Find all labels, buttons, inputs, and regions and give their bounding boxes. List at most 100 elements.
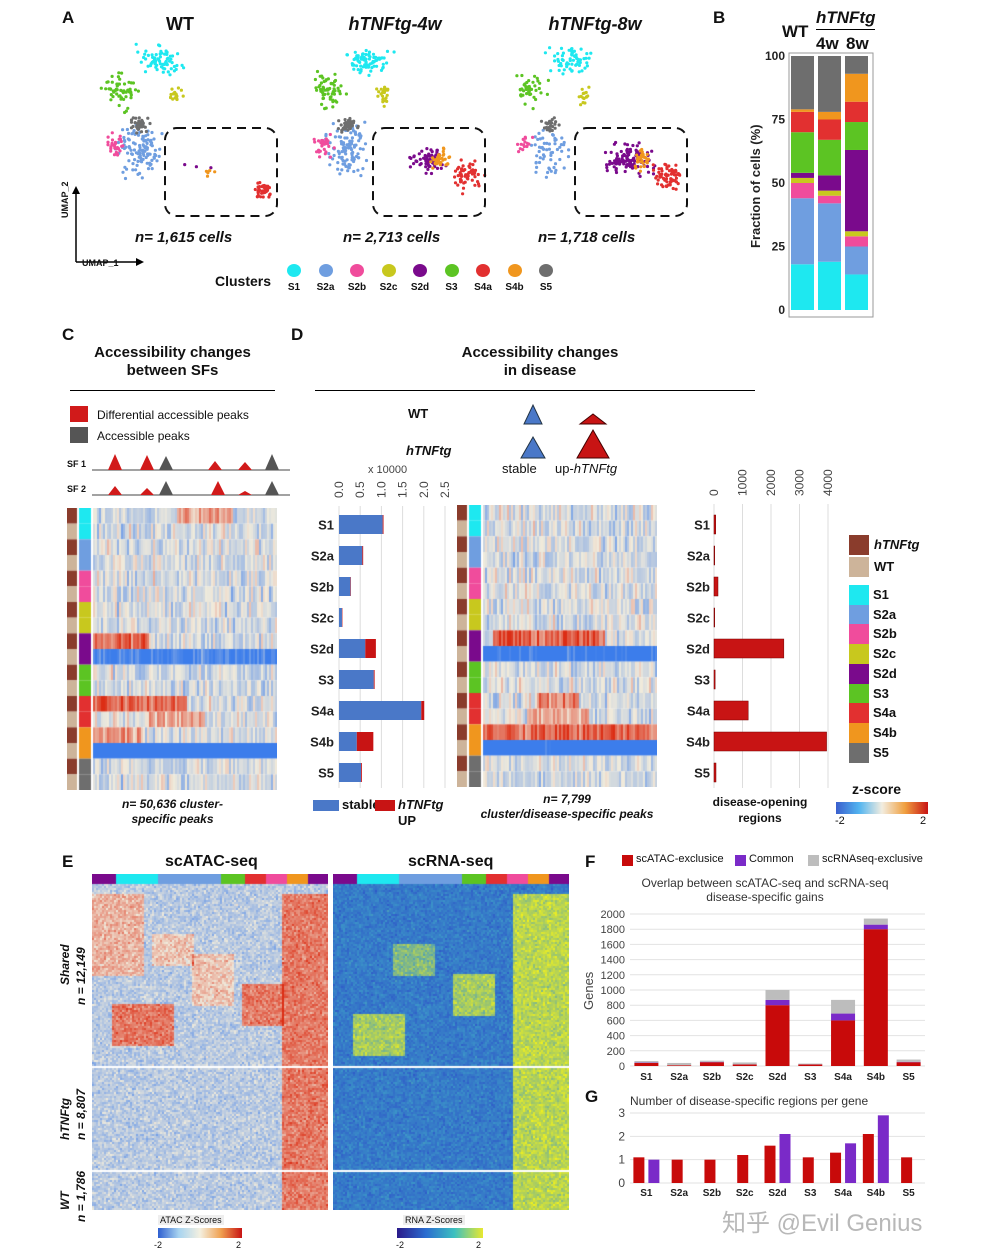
umap-point <box>121 170 125 174</box>
umap-point <box>133 158 137 162</box>
umap-point <box>141 157 145 161</box>
chart-d-bars-label-S3: S3 <box>318 673 334 688</box>
umap-point <box>123 165 127 169</box>
umap-point <box>466 177 470 181</box>
umap-point <box>145 161 149 165</box>
umap-point <box>324 78 328 82</box>
umap-point <box>336 86 340 90</box>
umap-point <box>426 167 430 171</box>
umap-point <box>122 97 126 101</box>
legend-stable-label: stable <box>502 461 537 476</box>
panel-d-rule <box>315 390 755 391</box>
umap-point <box>255 195 259 199</box>
umap-plot-1 <box>99 42 278 217</box>
heatmap-c-caption-2: specific peaks <box>131 812 214 826</box>
umap-point <box>674 187 678 191</box>
umap-title-8w: hTNFtg-8w <box>548 14 642 34</box>
umap-point <box>322 79 326 84</box>
key-wt-label: WT <box>874 559 895 574</box>
umap-point <box>321 93 325 97</box>
umap-point <box>522 143 526 147</box>
umap-point <box>437 153 441 157</box>
umap-point <box>579 103 583 107</box>
legend-f-common-swatch <box>735 855 746 866</box>
umap-point <box>559 143 564 147</box>
umap-point <box>568 67 572 71</box>
umap-point <box>108 87 112 91</box>
legend-wt-label: WT <box>408 406 429 421</box>
umap-point <box>106 80 110 84</box>
sf1-label: SF 1 <box>67 459 87 469</box>
umap-point <box>328 141 332 145</box>
umap-point <box>112 153 117 157</box>
umap-point <box>535 165 539 169</box>
chart-b-bar-WT-S1 <box>791 264 814 310</box>
umap-point <box>143 138 147 143</box>
umap-point <box>336 127 340 131</box>
umap-point <box>317 139 321 143</box>
umap-point <box>527 84 531 89</box>
chart-d-regions-bar-S3 <box>713 669 716 690</box>
cluster-dot-S2b <box>350 264 364 277</box>
umap-point <box>320 144 324 148</box>
chart-d-bars-label-S2b: S2b <box>310 580 334 595</box>
umap-point <box>169 96 173 100</box>
umap-point <box>425 147 429 151</box>
umap-point <box>541 136 545 140</box>
umap-point <box>459 179 463 183</box>
umap-point <box>137 155 141 159</box>
umap-plots <box>72 42 688 266</box>
umap-point <box>350 136 354 140</box>
umap-point <box>322 141 326 145</box>
umap-point <box>550 118 554 122</box>
key-swatch-S4a <box>849 703 869 724</box>
umap-point <box>456 183 460 187</box>
umap-point <box>424 165 428 169</box>
umap-point <box>164 52 168 56</box>
chart-g-xlabel-S2d: S2d <box>768 1188 786 1199</box>
regions-caption-1: disease-opening <box>712 795 808 809</box>
umap-point <box>182 66 186 70</box>
umap-point <box>129 120 134 124</box>
umap-point <box>127 159 131 163</box>
umap-point <box>561 72 565 76</box>
umap-point <box>150 158 154 162</box>
umap-point <box>161 70 165 74</box>
umap-point <box>110 138 115 142</box>
umap-point <box>537 149 541 154</box>
umap-point <box>323 88 327 92</box>
heatmap-e-atac <box>92 874 328 1210</box>
umap-point <box>384 96 388 100</box>
legend-up-text: hTNFtg <box>398 797 444 812</box>
chart-f-bar-S2b-0 <box>699 1062 724 1066</box>
panel-label-b: B <box>713 8 726 27</box>
umap-point <box>129 148 133 152</box>
chart-b-bar-4w-S5 <box>818 56 841 112</box>
umap-point <box>361 52 365 56</box>
chart-d-bars-xtick: 2.0 <box>417 481 431 498</box>
umap-point <box>170 54 175 58</box>
cluster-label-S2a: S2a <box>316 282 335 293</box>
umap-point <box>341 141 346 145</box>
umap-point <box>646 158 650 162</box>
chart-d-bars-xtick: 0.5 <box>353 481 367 498</box>
chart-g-xlabel-S2a: S2a <box>670 1188 688 1199</box>
umap-point <box>333 72 337 76</box>
umap-point <box>363 142 368 146</box>
chart-b-group-label: hTNFtg <box>816 8 876 30</box>
umap-point <box>562 68 566 72</box>
umap-point <box>520 73 524 78</box>
umap-point <box>425 154 429 158</box>
umap-point <box>148 139 152 143</box>
chart-f-bar-S4b-1 <box>863 924 888 930</box>
umap-point <box>135 163 139 167</box>
umap-point <box>146 116 150 120</box>
umap-point <box>384 87 388 91</box>
heatmap-c-caption-1: n= 50,636 cluster- <box>121 797 224 811</box>
umap-point <box>531 107 535 111</box>
umap-point <box>558 145 562 149</box>
umap-point <box>651 168 656 172</box>
umap-point <box>553 162 558 166</box>
umap-point <box>542 141 546 145</box>
umap-point <box>161 62 165 66</box>
